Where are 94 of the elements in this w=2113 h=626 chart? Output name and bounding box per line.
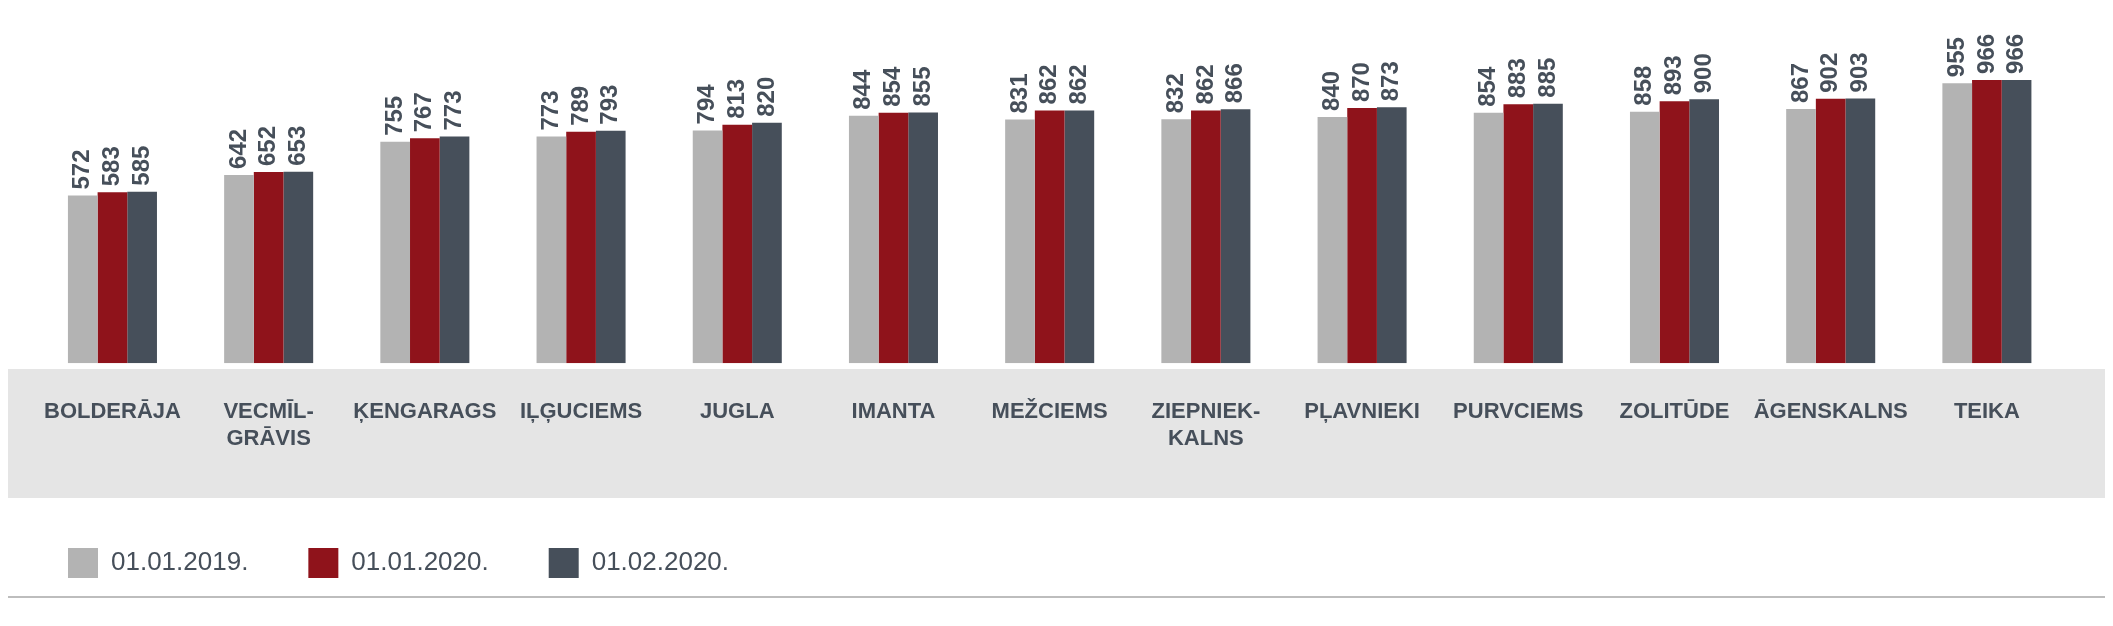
data-label: 862 [1063,64,1091,105]
bar [1972,79,2002,364]
x-tick-label: VECMĪL-GRĀVIS [223,398,314,450]
data-label: 767 [409,92,437,133]
bar [1317,116,1348,364]
bar [1473,112,1504,364]
bar [1191,110,1221,364]
data-label: 813 [721,78,749,119]
data-label: 855 [907,66,935,107]
data-label: 840 [1317,70,1345,111]
bar [1942,83,1973,364]
bar [1659,101,1690,364]
bar [566,131,596,364]
x-tick-label: ĶENGARAGS [353,398,497,424]
x-tick-label: TEIKA [1953,398,2021,424]
data-label: 794 [692,83,720,125]
bar [908,112,938,364]
bar [224,174,254,364]
data-label: 858 [1629,65,1657,106]
data-label: 870 [1346,62,1374,103]
x-tick-label: ZOLITŪDE [1619,398,1730,424]
x-tick-label: BOLDERĀJA [44,398,182,424]
data-label: 866 [1220,63,1248,104]
x-tick-label: IĻĢUCIEMS [519,398,643,424]
bar [1034,110,1065,364]
bar [1347,108,1377,364]
bar [1005,119,1035,364]
data-label: 893 [1659,55,1687,96]
data-label: 844 [848,69,876,110]
data-label: 653 [282,125,310,166]
bar [410,138,440,364]
data-label: 585 [126,145,154,186]
legend-label: 01.01.2019. [111,546,249,577]
data-label: 832 [1160,73,1188,114]
data-label: 652 [253,125,281,167]
data-label: 854 [1473,66,1501,107]
data-label: 966 [1971,33,1999,74]
bar [283,171,314,364]
legend-label: 01.01.2020. [351,546,489,577]
bar [127,191,157,364]
bar [1220,109,1251,364]
bar [692,130,723,364]
bar [2001,79,2032,364]
data-label: 883 [1502,58,1530,99]
data-label: 966 [2001,33,2029,74]
data-label: 862 [1034,64,1062,105]
bar [1689,99,1720,364]
bar [1064,110,1095,364]
data-label: 583 [97,146,125,187]
data-label: 642 [223,128,251,169]
bar [1845,98,1876,364]
data-label: 793 [595,84,623,125]
bar [1786,109,1816,364]
data-label: 885 [1532,57,1560,98]
data-label: 773 [439,90,467,131]
x-tick-label: MEŽCIEMS [991,398,1108,424]
data-label: 789 [565,85,593,126]
data-label: 773 [536,90,564,131]
bar [595,130,626,364]
data-label: 755 [379,95,407,136]
data-label: 903 [1845,52,1872,93]
data-label: 820 [751,76,779,117]
bar [97,192,128,364]
bar [1503,104,1534,364]
bar [1533,103,1563,364]
data-label: 873 [1376,61,1404,102]
bar [752,122,782,364]
data-label: 862 [1190,64,1218,105]
x-tick-label: IMANTA [851,398,936,424]
x-tick-label: PURVCIEMS [1453,398,1584,424]
data-label: 867 [1785,62,1813,103]
bar [67,195,98,364]
bar [1629,111,1660,364]
data-label: 572 [67,149,95,190]
bar [1376,107,1407,364]
data-label: 902 [1815,52,1843,93]
bar [848,115,879,364]
data-label: 955 [1941,37,1969,78]
bar [878,112,909,364]
bar [1815,98,1846,364]
bar [253,172,284,364]
x-tick-label: ĀGENSKALNS [1753,398,1908,424]
bar [439,136,470,364]
x-tick-label: ZIEPNIEK-KALNS [1151,398,1261,450]
legend-label: 01.02.2020. [591,546,730,577]
data-label: 854 [878,66,906,107]
x-tick-label: JUGLA [699,398,775,424]
bar [1161,119,1192,364]
bar [380,141,411,364]
data-label: 900 [1688,53,1716,94]
bar [536,136,567,364]
data-label: 831 [1004,73,1032,114]
bar [722,124,753,364]
x-tick-label: PĻAVNIEKI [1304,398,1420,424]
